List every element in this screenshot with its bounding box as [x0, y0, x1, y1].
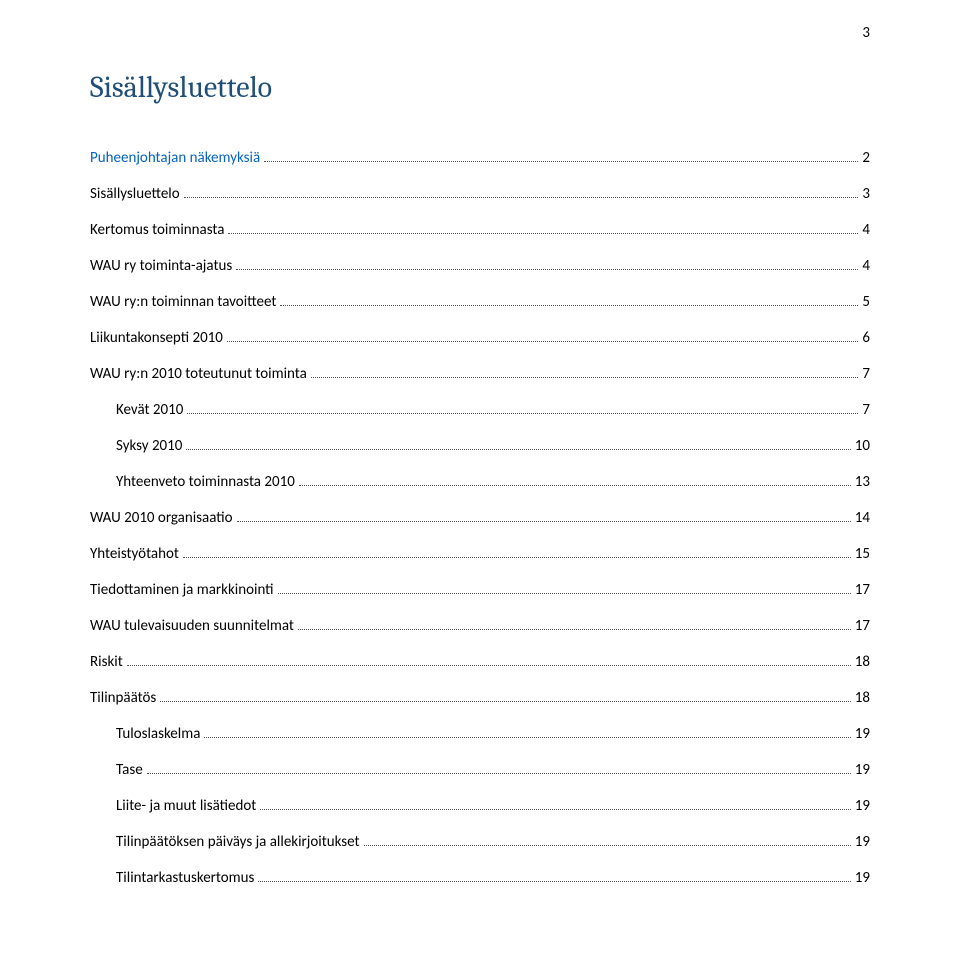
toc-entry-label: Yhteistyötahot [90, 545, 179, 563]
toc-entry-page: 19 [855, 869, 870, 887]
toc-leader-dots [280, 305, 858, 306]
toc-entry-label: WAU 2010 organisaatio [90, 509, 233, 527]
toc-entry: Tilinpäätös 18 [90, 689, 870, 707]
toc-entry-page: 5 [862, 293, 870, 311]
toc-entry-page: 7 [862, 365, 870, 383]
toc-entry-page: 2 [862, 149, 870, 167]
toc-entry: Syksy 2010 10 [90, 437, 870, 455]
toc-entry-page: 18 [855, 653, 870, 671]
toc-leader-dots [227, 341, 859, 342]
toc-leader-dots [160, 701, 850, 702]
toc-entry-page: 14 [855, 509, 870, 527]
toc-entry-page: 19 [855, 761, 870, 779]
toc-entry: Tilintarkastuskertomus 19 [90, 869, 870, 887]
toc-leader-dots [298, 629, 851, 630]
toc-entry-page: 19 [855, 725, 870, 743]
toc-entry: WAU ry toiminta-ajatus 4 [90, 257, 870, 275]
toc-entry-page: 19 [855, 797, 870, 815]
toc-leader-dots [299, 485, 851, 486]
toc-leader-dots [258, 881, 850, 882]
toc-entry: Kertomus toiminnasta 4 [90, 221, 870, 239]
toc-entry-page: 4 [862, 257, 870, 275]
toc-entry-label: WAU ry:n 2010 toteutunut toiminta [90, 365, 307, 383]
toc-leader-dots [236, 269, 858, 270]
toc-entry-label: Liikuntakonsepti 2010 [90, 329, 223, 347]
toc-entry: WAU ry:n toiminnan tavoitteet 5 [90, 293, 870, 311]
toc-entry[interactable]: Puheenjohtajan näkemyksiä 2 [90, 149, 870, 167]
toc-entry-label: Sisällysluettelo [90, 185, 180, 203]
toc-leader-dots [184, 197, 859, 198]
toc-entry: Kevät 2010 7 [90, 401, 870, 419]
toc-entry-page: 7 [862, 401, 870, 419]
toc-leader-dots [127, 665, 851, 666]
toc-entry: Sisällysluettelo 3 [90, 185, 870, 203]
toc-entry: Tase 19 [90, 761, 870, 779]
toc-entry-label: WAU ry toiminta-ajatus [90, 257, 232, 275]
toc-entry-label: WAU tulevaisuuden suunnitelmat [90, 617, 294, 635]
toc-leader-dots [187, 413, 858, 414]
toc-entry: Liite- ja muut lisätiedot 19 [90, 797, 870, 815]
toc-entry-page: 3 [862, 185, 870, 203]
toc-entry-page: 19 [855, 833, 870, 851]
toc-entry: WAU ry:n 2010 toteutunut toiminta 7 [90, 365, 870, 383]
toc-entry: Yhteenveto toiminnasta 2010 13 [90, 473, 870, 491]
toc-entry: Riskit 18 [90, 653, 870, 671]
toc-entry-page: 15 [855, 545, 870, 563]
toc-leader-dots [183, 557, 851, 558]
toc-entry-label: Liite- ja muut lisätiedot [116, 797, 256, 815]
toc-entry: Yhteistyötahot 15 [90, 545, 870, 563]
toc-entry-label: Tilintarkastuskertomus [116, 869, 254, 887]
toc-entry-page: 17 [855, 581, 870, 599]
toc-leader-dots [364, 845, 851, 846]
toc-entry-page: 10 [855, 437, 870, 455]
toc-leader-dots [278, 593, 851, 594]
toc-entry-label: Kertomus toiminnasta [90, 221, 224, 239]
toc-entry: WAU 2010 organisaatio 14 [90, 509, 870, 527]
toc-leader-dots [311, 377, 859, 378]
page-title: Sisällysluettelo [90, 70, 870, 105]
toc-leader-dots [186, 449, 850, 450]
toc-entry-label: Tilinpäätöksen päiväys ja allekirjoituks… [116, 833, 360, 851]
toc-entry-label: WAU ry:n toiminnan tavoitteet [90, 293, 276, 311]
toc-entry-label: Yhteenveto toiminnasta 2010 [116, 473, 295, 491]
toc-entry: Liikuntakonsepti 2010 6 [90, 329, 870, 347]
toc-entry: Tilinpäätöksen päiväys ja allekirjoituks… [90, 833, 870, 851]
toc-entry-label: Tilinpäätös [90, 689, 156, 707]
toc-leader-dots [237, 521, 851, 522]
toc-entry-label: Tuloslaskelma [116, 725, 200, 743]
toc-entry-label: Tase [116, 761, 143, 779]
table-of-contents: Puheenjohtajan näkemyksiä 2 Sisällysluette… [90, 149, 870, 887]
toc-leader-dots [147, 773, 851, 774]
toc-entry-page: 18 [855, 689, 870, 707]
toc-entry-label: Syksy 2010 [116, 437, 182, 455]
toc-entry-label: Riskit [90, 653, 123, 671]
toc-leader-dots [204, 737, 850, 738]
page-number: 3 [862, 24, 870, 42]
toc-entry-page: 4 [862, 221, 870, 239]
toc-entry-label[interactable]: Puheenjohtajan näkemyksiä [90, 149, 260, 167]
toc-entry: WAU tulevaisuuden suunnitelmat 17 [90, 617, 870, 635]
toc-leader-dots [264, 161, 858, 162]
toc-entry-page: 6 [862, 329, 870, 347]
toc-entry-label: Kevät 2010 [116, 401, 183, 419]
toc-entry: Tuloslaskelma 19 [90, 725, 870, 743]
toc-leader-dots [260, 809, 851, 810]
toc-entry-page: 17 [855, 617, 870, 635]
toc-leader-dots [228, 233, 858, 234]
toc-entry-label: Tiedottaminen ja markkinointi [90, 581, 274, 599]
toc-entry: Tiedottaminen ja markkinointi 17 [90, 581, 870, 599]
toc-entry-page: 13 [855, 473, 870, 491]
